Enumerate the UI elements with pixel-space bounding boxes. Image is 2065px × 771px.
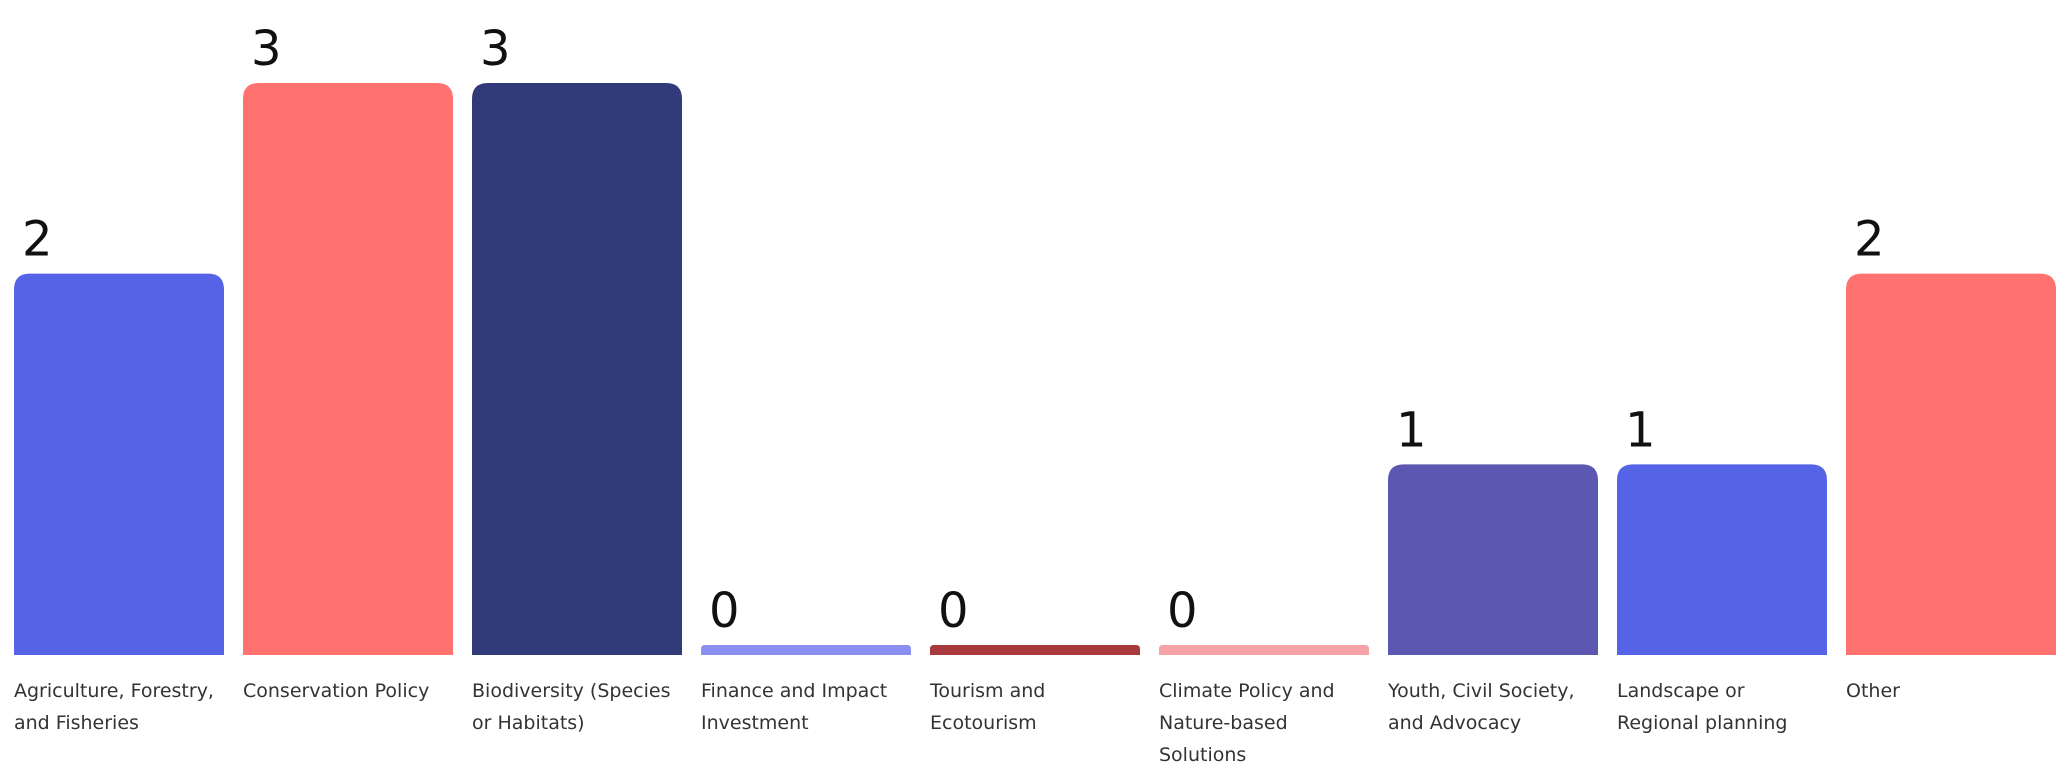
value-label: 1 [1396, 402, 1427, 458]
category-label: Tourism and Ecotourism [930, 675, 1145, 739]
value-label: 2 [22, 212, 53, 268]
bar [472, 83, 682, 655]
bar [243, 83, 453, 655]
value-label: 1 [1625, 402, 1656, 458]
category-label: Biodiversity (Species or Habitats) [472, 675, 687, 739]
category-label: Other [1846, 675, 2061, 707]
category-label: Climate Policy and Nature-based Solution… [1159, 675, 1374, 771]
bar [1846, 274, 2056, 655]
bar [930, 645, 1140, 655]
value-label: 3 [480, 21, 511, 77]
bar [1159, 645, 1369, 655]
value-label: 0 [1167, 583, 1198, 639]
value-label: 0 [709, 583, 740, 639]
bar [1388, 464, 1598, 655]
value-label: 2 [1854, 212, 1885, 268]
bar [1617, 464, 1827, 655]
category-label: Landscape or Regional planning [1617, 675, 1832, 739]
category-label: Finance and Impact Investment [701, 675, 916, 739]
value-label: 0 [938, 583, 969, 639]
category-label: Youth, Civil Society, and Advocacy [1388, 675, 1603, 739]
category-label: Agriculture, Forestry, and Fisheries [14, 675, 229, 739]
bar [14, 274, 224, 655]
bar [701, 645, 911, 655]
category-label: Conservation Policy [243, 675, 458, 707]
value-label: 3 [251, 21, 282, 77]
